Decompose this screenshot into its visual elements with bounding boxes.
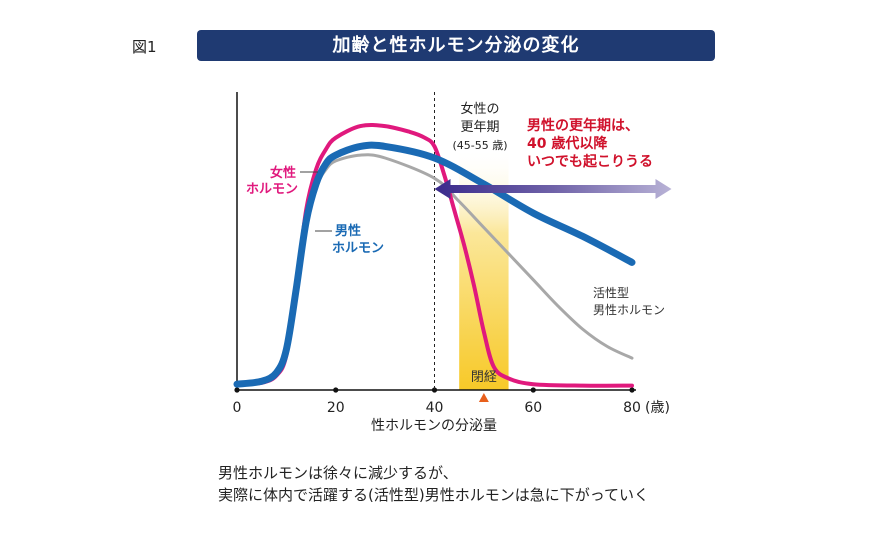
male-hormone-label: 男性 bbox=[335, 223, 361, 239]
x-tick bbox=[333, 387, 339, 393]
female-hormone-label: ホルモン bbox=[246, 182, 298, 197]
x-unit-label: (歳) bbox=[645, 400, 670, 416]
x-tick bbox=[530, 387, 536, 393]
andropause-arrow-icon bbox=[434, 179, 672, 199]
x-tick-label: 80 bbox=[623, 400, 641, 416]
menopause-period-label: 女性の bbox=[460, 101, 499, 117]
active-male-hormone-label: 活性型 bbox=[593, 286, 629, 300]
x-tick bbox=[629, 387, 635, 393]
x-axis-label: 性ホルモンの分泌量 bbox=[371, 418, 497, 434]
andropause-text: 男性の更年期は、 bbox=[527, 117, 639, 134]
female-hormone-label: 女性 bbox=[270, 165, 296, 181]
x-tick-label: 20 bbox=[327, 400, 345, 416]
menopause-label: 閉経 bbox=[471, 370, 497, 385]
chart-title: 加齢と性ホルモン分泌の変化 bbox=[197, 30, 715, 61]
male-hormone-line bbox=[233, 141, 636, 388]
caption: 男性ホルモンは徐々に減少するが、 実際に体内で活躍する(活性型)男性ホルモンは急… bbox=[218, 462, 649, 506]
x-tick-label: 40 bbox=[426, 400, 444, 416]
menopause-period-label: (45-55 歳) bbox=[452, 139, 507, 152]
x-tick-label: 0 bbox=[233, 400, 242, 416]
andropause-text: 40 歳代以降 bbox=[527, 135, 608, 152]
x-tick-label: 60 bbox=[524, 400, 542, 416]
menopause-marker-icon bbox=[478, 393, 489, 402]
male-hormone-label: ホルモン bbox=[332, 241, 384, 256]
caption-line: 男性ホルモンは徐々に減少するが、 bbox=[218, 464, 458, 482]
active-male-hormone-label: 男性ホルモン bbox=[593, 303, 665, 317]
x-tick bbox=[234, 387, 240, 393]
figure-label: 図1 bbox=[132, 38, 157, 56]
caption-line: 実際に体内で活躍する(活性型)男性ホルモンは急に下がっていく bbox=[218, 486, 649, 504]
andropause-text: いつでも起こりうる bbox=[527, 153, 653, 170]
x-tick bbox=[431, 387, 438, 393]
menopause-period-label: 更年期 bbox=[460, 120, 499, 135]
